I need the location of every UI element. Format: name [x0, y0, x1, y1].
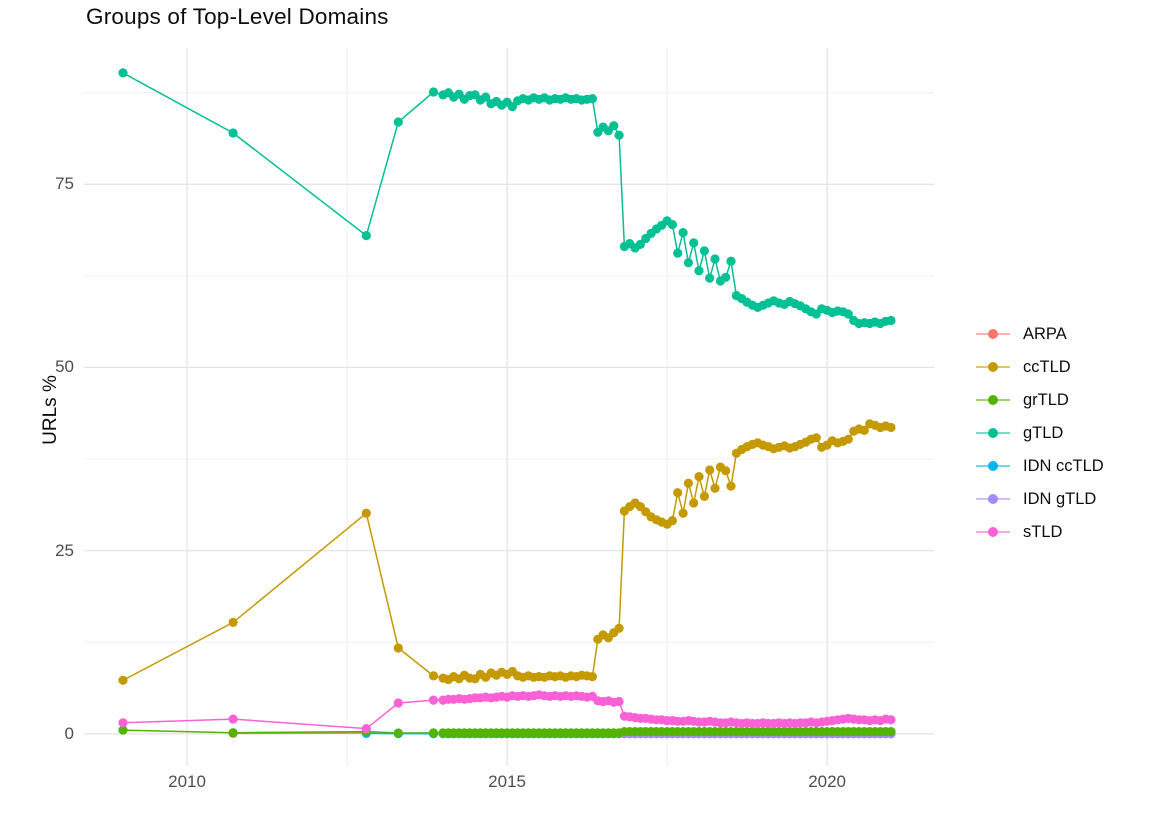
- legend-item-idn-gtld: IDN gTLD: [976, 488, 1104, 510]
- gridlines-minor: [84, 48, 934, 766]
- x-tick-label: 2010: [168, 772, 206, 791]
- legend-item-grtld: grTLD: [976, 389, 1104, 411]
- legend-item-gtld: gTLD: [976, 422, 1104, 444]
- legend-label: ARPA: [1023, 324, 1067, 343]
- legend-key-icon: [976, 527, 1010, 537]
- legend-label: IDN gTLD: [1023, 489, 1097, 508]
- y-tick-label: 50: [55, 357, 74, 377]
- legend-item-idn-cctld: IDN ccTLD: [976, 455, 1104, 477]
- legend-label: IDN ccTLD: [1023, 456, 1104, 475]
- legend-item-stld: sTLD: [976, 521, 1104, 543]
- legend-key-icon: [976, 395, 1010, 405]
- legend-item-cctld: ccTLD: [976, 356, 1104, 378]
- legend-key-icon: [976, 461, 1010, 471]
- y-tick-label: 75: [55, 174, 74, 194]
- legend-key-icon: [976, 329, 1010, 339]
- points-grtld: [118, 725, 896, 738]
- legend-key-icon: [976, 428, 1010, 438]
- points-stld: [118, 690, 896, 734]
- gridlines-major: [84, 48, 934, 766]
- y-tick-label: 25: [55, 540, 74, 560]
- x-tick-label: 2015: [488, 772, 526, 791]
- points-cctld: [118, 419, 896, 685]
- y-tick-label: 0: [64, 723, 74, 743]
- legend-label: sTLD: [1023, 522, 1063, 541]
- chart-title: Groups of Top-Level Domains: [86, 4, 389, 29]
- legend-label: grTLD: [1023, 390, 1069, 409]
- legend-key-icon: [976, 362, 1010, 372]
- legend: ARPA ccTLD grTLD gTLD IDN ccTLD IDN gTLD sTLD: [976, 323, 1104, 543]
- legend-key-icon: [976, 494, 1010, 504]
- x-tick-label: 2020: [808, 772, 847, 791]
- legend-label: ccTLD: [1023, 357, 1071, 376]
- legend-item-arpa: ARPA: [976, 323, 1104, 345]
- points-gtld: [118, 68, 896, 329]
- legend-label: gTLD: [1023, 423, 1064, 442]
